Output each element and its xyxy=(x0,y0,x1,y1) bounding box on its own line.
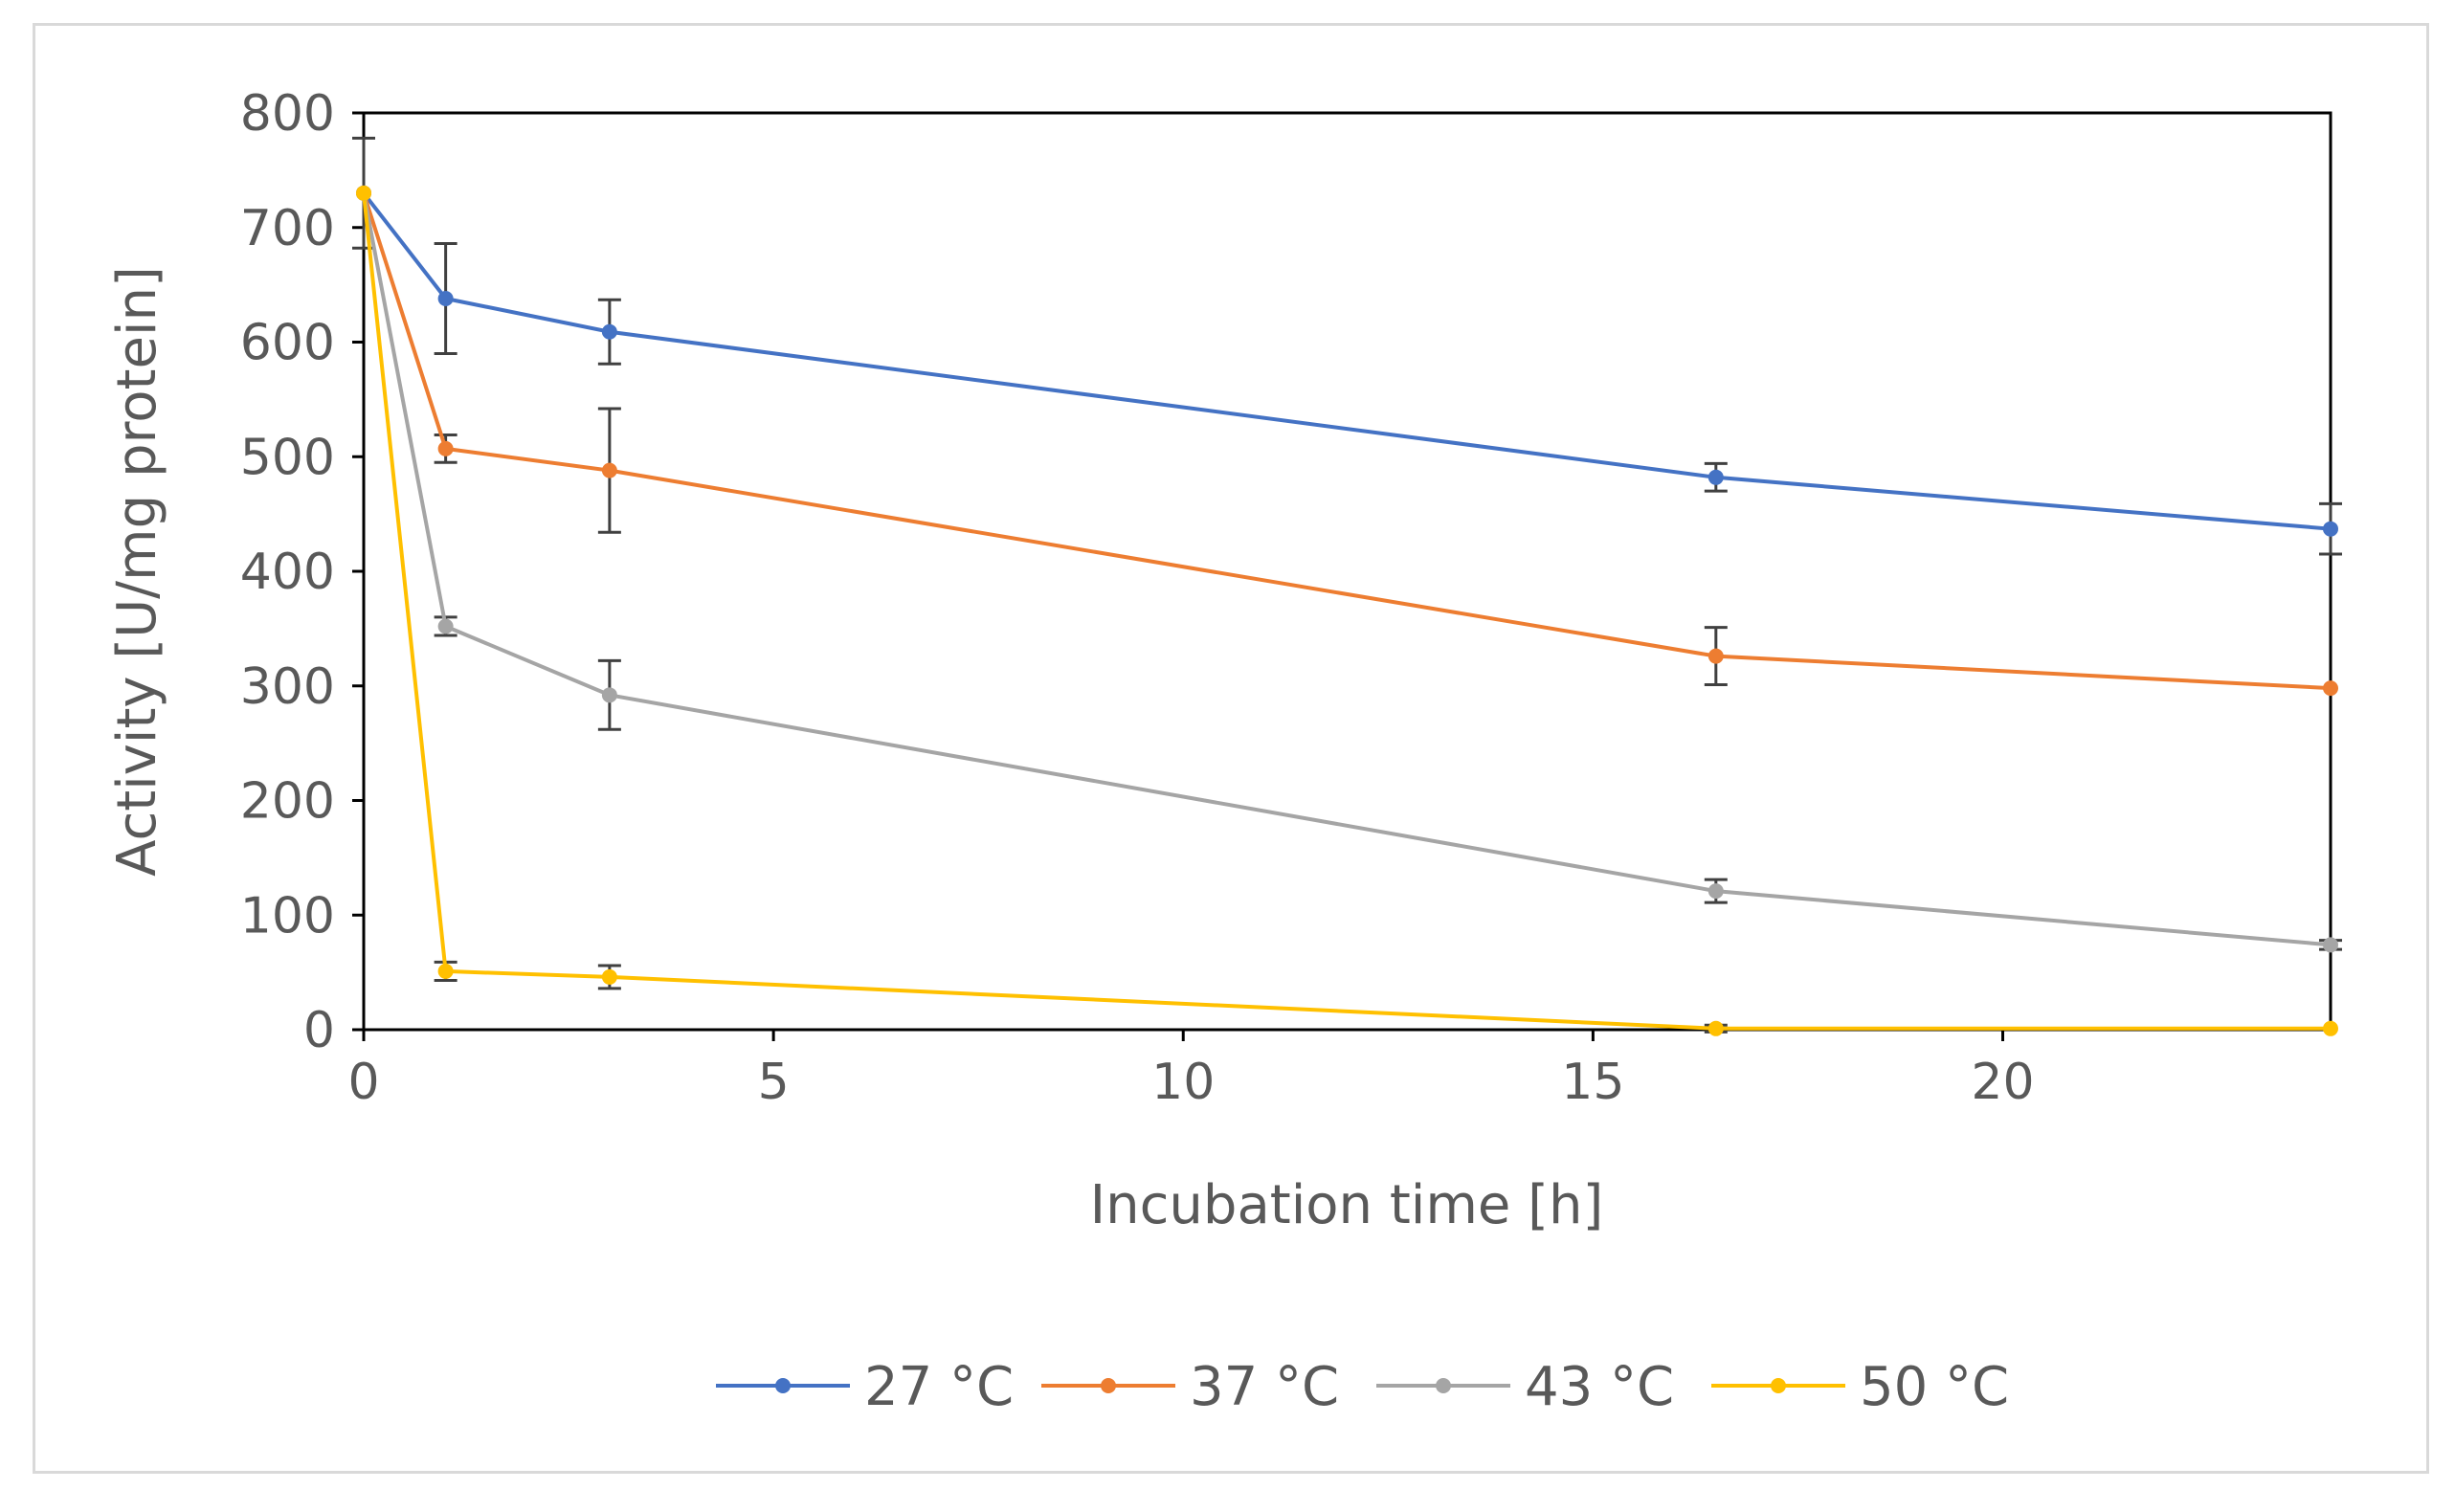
x-tick-label: 5 xyxy=(758,1054,790,1111)
data-point xyxy=(437,963,454,979)
legend-swatch-marker xyxy=(775,1378,791,1393)
legend-item: 37 °C xyxy=(1041,1356,1339,1418)
data-point xyxy=(601,968,617,985)
data-point xyxy=(2323,1020,2338,1036)
y-tick-label: 0 xyxy=(303,1002,335,1059)
x-tick-label: 15 xyxy=(1561,1054,1624,1111)
data-point xyxy=(1707,1020,1724,1036)
data-point xyxy=(601,687,617,703)
legend-item: 43 °C xyxy=(1376,1356,1674,1418)
legend-label: 37 °C xyxy=(1190,1356,1339,1418)
x-axis-title: Incubation time [h] xyxy=(1090,1174,1604,1236)
data-point xyxy=(1707,469,1724,485)
data-point xyxy=(1707,883,1724,900)
y-axis-ticks: 0 100 200 300 400 500 600 700 800 xyxy=(240,85,364,1059)
y-tick-label: 600 xyxy=(240,315,335,372)
x-tick-label: 10 xyxy=(1151,1054,1215,1111)
y-tick-label: 100 xyxy=(240,887,335,945)
legend-swatch-marker xyxy=(1436,1378,1451,1393)
data-point xyxy=(2323,937,2338,953)
data-point xyxy=(1707,648,1724,664)
y-tick-label: 200 xyxy=(240,773,335,831)
y-tick-label: 300 xyxy=(240,658,335,716)
legend: 27 °C 37 °C 43 °C 50 °C xyxy=(716,1356,2009,1418)
data-point xyxy=(601,462,617,478)
y-tick-label: 700 xyxy=(240,200,335,257)
data-point xyxy=(437,618,454,634)
data-point xyxy=(2323,680,2338,697)
data-point xyxy=(437,440,454,456)
y-tick-label: 400 xyxy=(240,544,335,601)
legend-swatch-marker xyxy=(1771,1378,1786,1393)
legend-item: 50 °C xyxy=(1711,1356,2009,1418)
plot-area xyxy=(362,111,2332,1032)
legend-item: 27 °C xyxy=(716,1356,1014,1418)
data-point xyxy=(356,185,371,201)
y-tick-label: 500 xyxy=(240,429,335,486)
data-point xyxy=(601,323,617,340)
series-points xyxy=(356,185,2338,1036)
y-tick-label: 800 xyxy=(240,85,335,143)
legend-label: 43 °C xyxy=(1525,1356,1674,1418)
y-axis-title: Activity [U/mg protein] xyxy=(106,266,168,877)
x-axis-ticks: 0 5 10 15 20 xyxy=(347,1030,2035,1111)
x-tick-label: 0 xyxy=(347,1054,379,1111)
data-point xyxy=(437,290,454,306)
x-tick-label: 20 xyxy=(1971,1054,2034,1111)
legend-label: 50 °C xyxy=(1860,1356,2009,1418)
legend-label: 27 °C xyxy=(864,1356,1014,1418)
legend-swatch-marker xyxy=(1101,1378,1116,1393)
data-point xyxy=(2323,521,2338,537)
